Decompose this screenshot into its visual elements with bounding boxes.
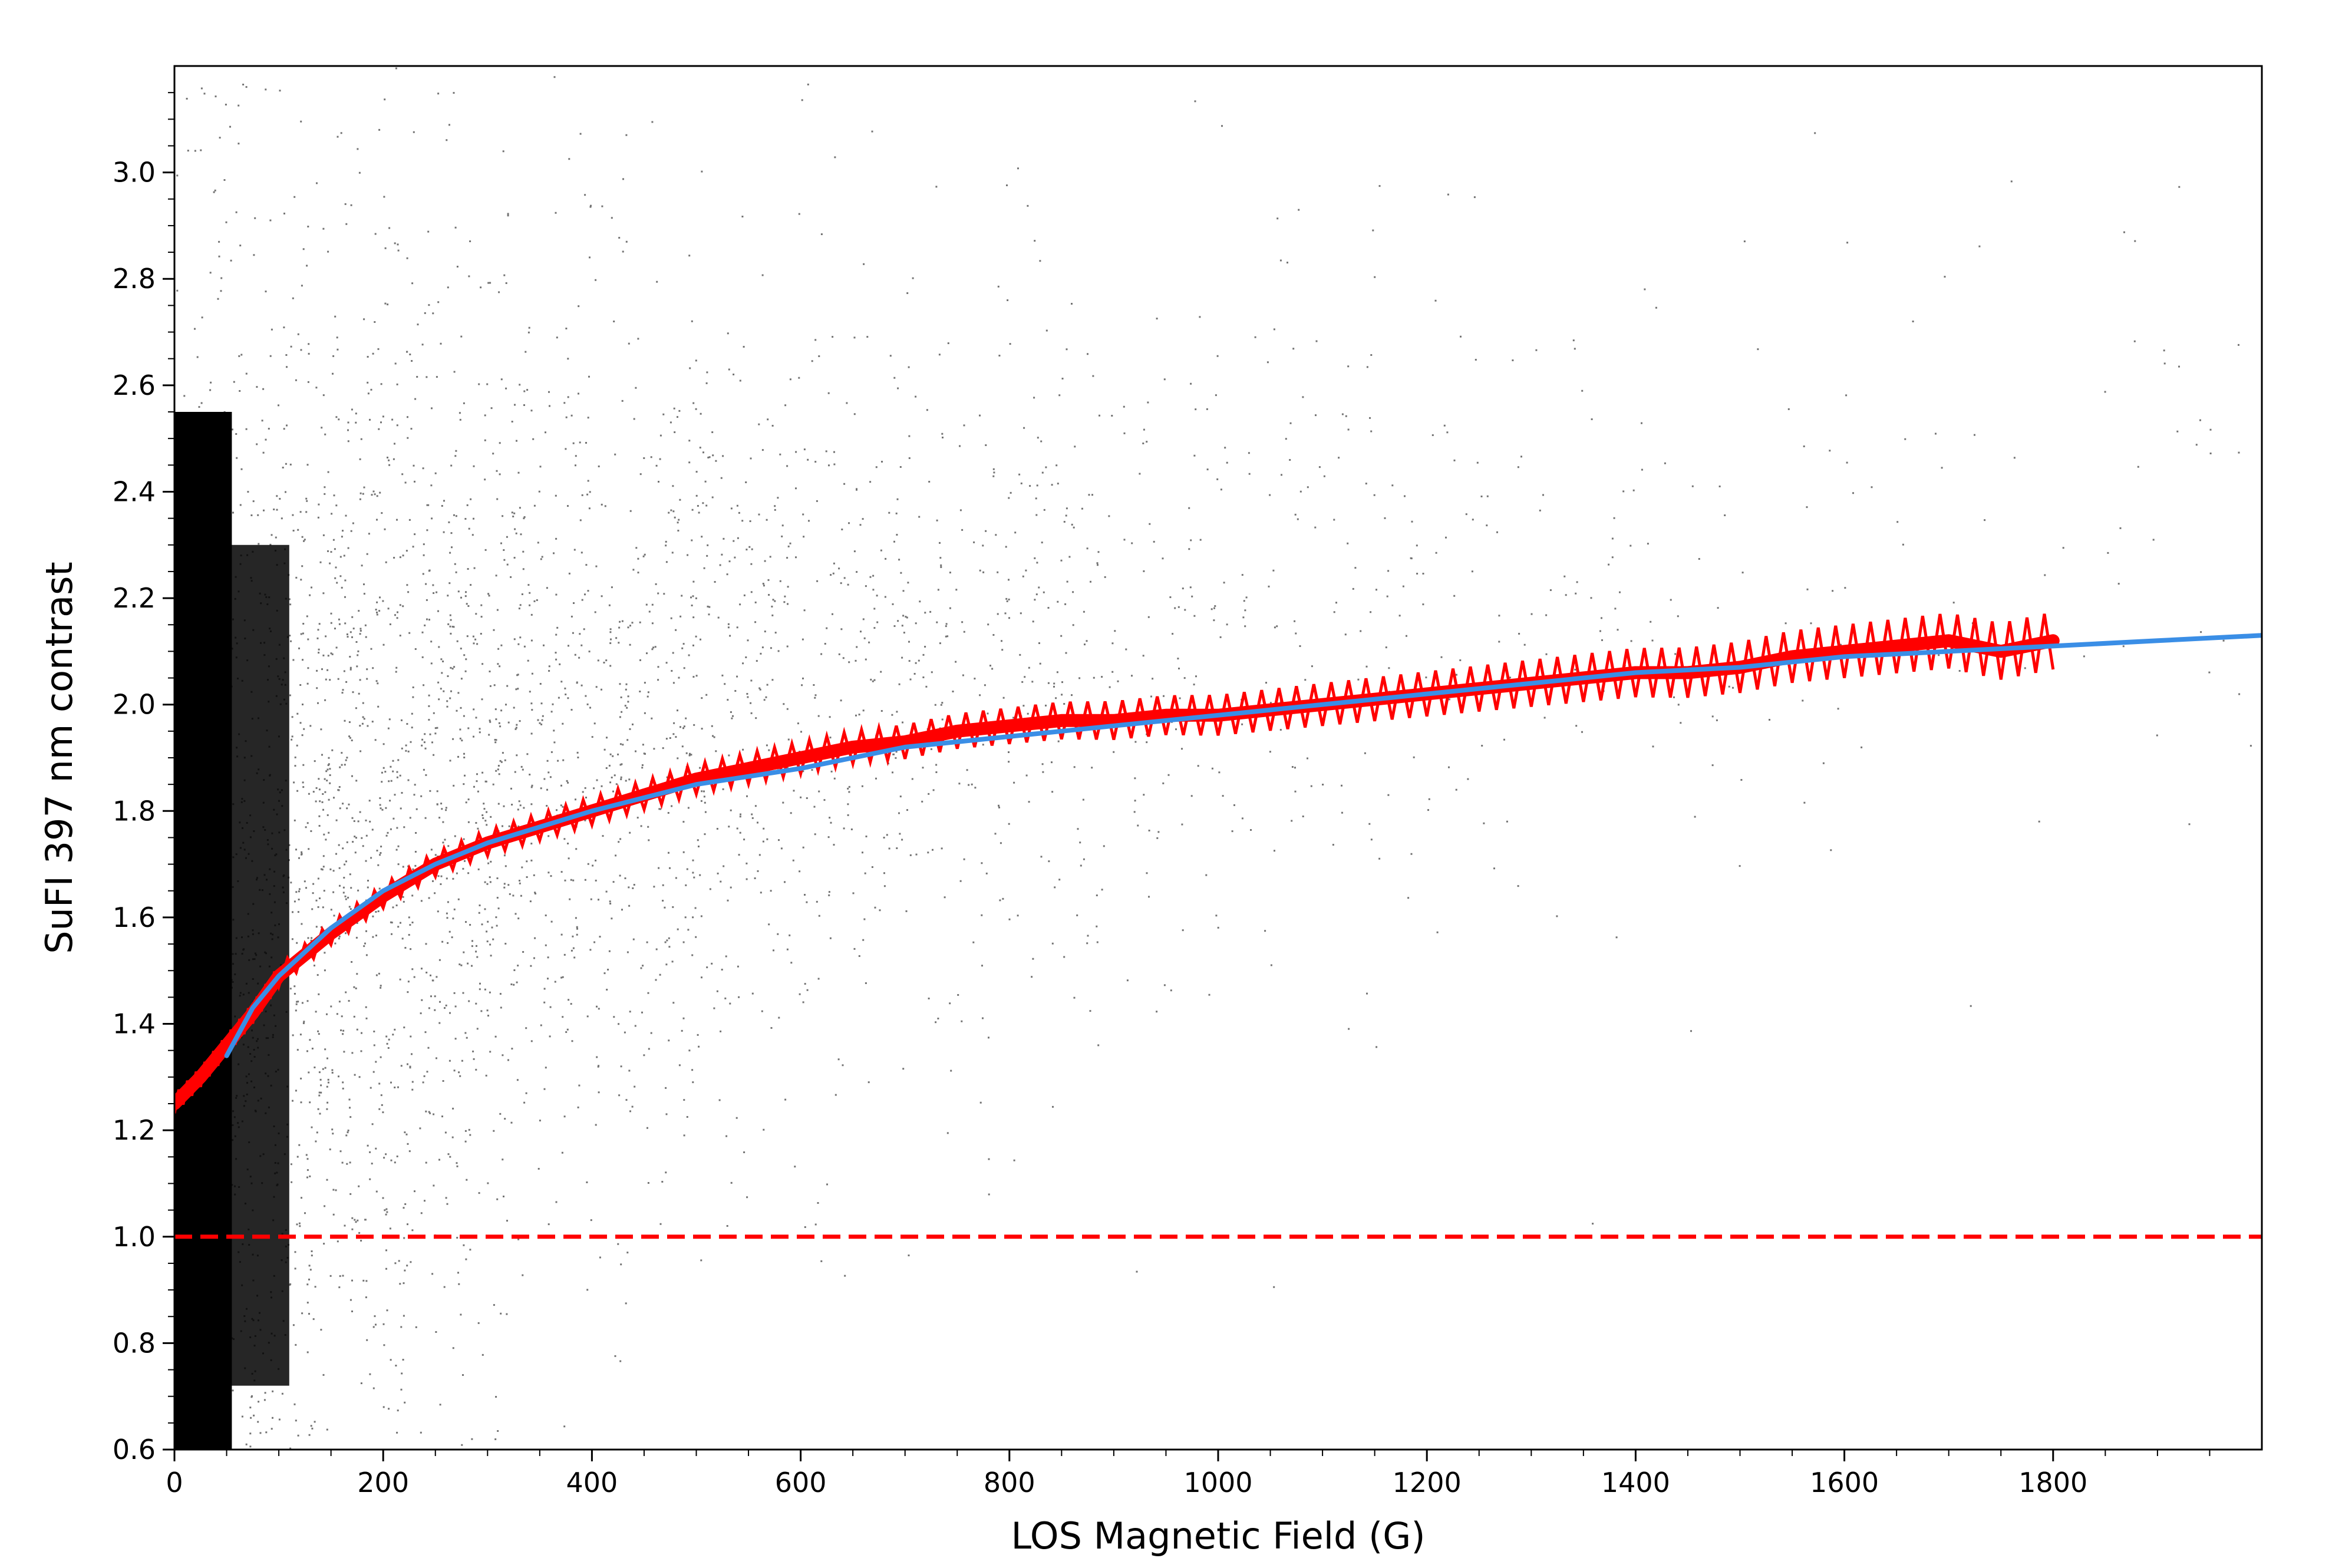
series-fit [224, 633, 2262, 1058]
x-tick-label-1000: 1000 [1183, 1467, 1252, 1498]
x-tick-label-800: 800 [984, 1467, 1035, 1498]
cloud-core-inner [174, 544, 289, 1386]
scatter-cloud [174, 67, 2262, 1450]
x-tick-label-1200: 1200 [1393, 1467, 1462, 1498]
y-tick-label-0.6: 0.6 [113, 1434, 156, 1465]
y-tick-label-2.6: 2.6 [113, 369, 156, 401]
x-tick-label-1400: 1400 [1601, 1467, 1670, 1498]
x-tick-label-200: 200 [357, 1467, 409, 1498]
x-axis-title: LOS Magnetic Field (G) [1011, 1514, 1425, 1557]
x-tick-label-1800: 1800 [2018, 1467, 2087, 1498]
y-axis-title: SuFI 397 nm contrast [38, 562, 81, 953]
y-tick-label-1.2: 1.2 [113, 1114, 156, 1146]
y-axis: 0.6 0.8 1.0 1.2 1.4 1.6 1.8 2.0 2.2 2.4 2.6 2.8 3.0 [113, 92, 174, 1465]
series-binned-mean-noise [174, 613, 2055, 1114]
y-tick-label-2.2: 2.2 [113, 582, 156, 614]
x-tick-label-400: 400 [566, 1467, 618, 1498]
y-tick-label-2.8: 2.8 [113, 263, 156, 295]
y-tick-label-2: 2.0 [113, 689, 156, 721]
series-layer [174, 613, 2262, 1239]
x-tick-label-0: 0 [166, 1467, 183, 1498]
y-tick-label-1.6: 1.6 [113, 902, 156, 933]
y-tick-label-3: 3.0 [113, 157, 156, 189]
y-tick-label-1: 1.0 [113, 1221, 156, 1253]
y-tick-label-0.8: 0.8 [113, 1327, 156, 1359]
x-tick-label-1600: 1600 [1810, 1467, 1879, 1498]
y-tick-label-2.4: 2.4 [113, 476, 156, 507]
x-axis: 0 200 400 600 800 1000 1200 1400 1600 1800 [166, 1450, 2211, 1498]
y-tick-label-1.8: 1.8 [113, 795, 156, 827]
y-tick-label-1.4: 1.4 [113, 1008, 156, 1040]
x-tick-label-600: 600 [775, 1467, 827, 1498]
